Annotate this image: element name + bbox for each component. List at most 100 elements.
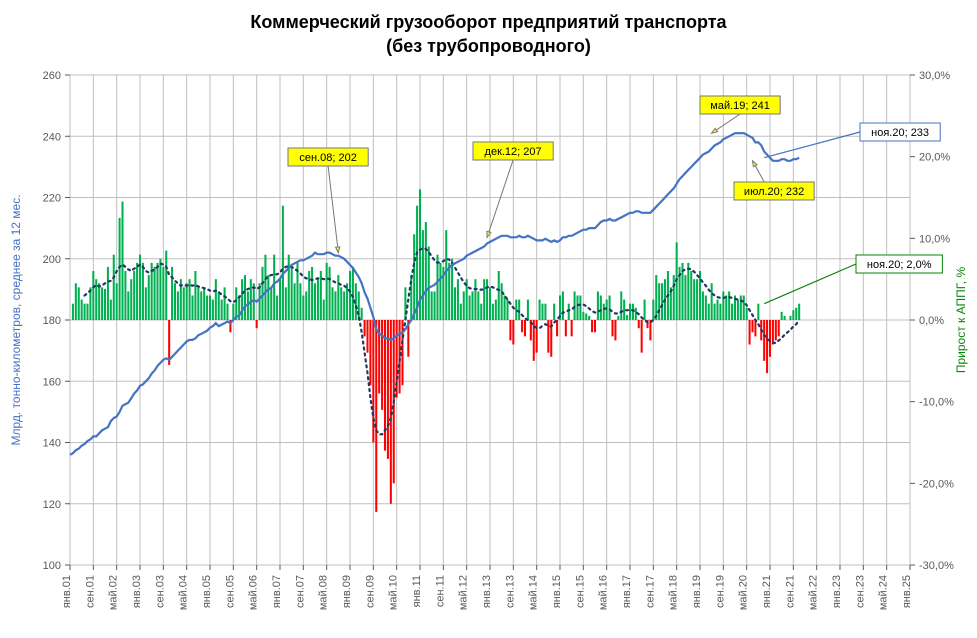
bar <box>711 283 713 320</box>
bar <box>294 283 296 320</box>
y-right-tick: 20,0% <box>919 152 950 164</box>
bar <box>305 291 307 320</box>
bar <box>582 312 584 320</box>
bar <box>553 304 555 320</box>
bar <box>504 296 506 321</box>
callout-text: ноя.20; 233 <box>871 127 929 139</box>
bar <box>136 263 138 320</box>
bar <box>159 259 161 320</box>
bar <box>457 279 459 320</box>
bar <box>221 300 223 320</box>
bar <box>326 263 328 320</box>
bar <box>620 291 622 320</box>
bar <box>329 267 331 320</box>
bar <box>361 308 363 320</box>
bar <box>641 320 643 353</box>
x-tick-label: янв.03 <box>131 575 143 608</box>
x-tick-label: май.06 <box>248 575 260 610</box>
bar <box>352 267 354 320</box>
bar <box>778 320 780 336</box>
bar <box>431 291 433 320</box>
bar <box>477 291 479 320</box>
bar <box>486 279 488 320</box>
bar <box>509 320 511 340</box>
bar <box>772 320 774 345</box>
bar <box>693 279 695 320</box>
callout-text: дек.12; 207 <box>485 146 542 158</box>
y-left-label: Млрд. тонно-километров, среднее за 12 ме… <box>9 194 23 445</box>
bar <box>798 304 800 320</box>
title-line-2: (без трубопроводного) <box>386 36 591 56</box>
bar <box>463 291 465 320</box>
bar <box>489 287 491 320</box>
bar <box>474 279 476 320</box>
bar <box>366 320 368 353</box>
bar <box>754 320 756 336</box>
bar <box>165 251 167 320</box>
y-right-tick: -20,0% <box>919 478 954 490</box>
bar <box>460 304 462 320</box>
bar <box>725 296 727 321</box>
bar <box>539 300 541 320</box>
bar <box>226 304 228 320</box>
bar <box>124 271 126 320</box>
bar <box>235 287 237 320</box>
x-tick-label: май.08 <box>318 575 330 610</box>
y-right-tick: 10,0% <box>919 233 950 245</box>
bar <box>133 271 135 320</box>
bar <box>209 296 211 321</box>
bar <box>588 316 590 320</box>
bar <box>795 308 797 320</box>
bar <box>428 247 430 321</box>
y-left-tick: 200 <box>43 254 61 266</box>
bar <box>448 263 450 320</box>
bar <box>716 300 718 320</box>
bar <box>84 304 86 320</box>
bar <box>142 263 144 320</box>
bar <box>611 320 613 336</box>
bar <box>232 304 234 320</box>
bar <box>148 275 150 320</box>
bar <box>576 296 578 321</box>
bar <box>299 283 301 320</box>
bar <box>614 320 616 340</box>
bar <box>629 304 631 320</box>
bar <box>501 283 503 320</box>
x-tick-label: сен.21 <box>784 575 796 608</box>
bar <box>381 320 383 410</box>
x-tick-label: май.10 <box>388 575 400 610</box>
x-tick-label: сен.01 <box>84 575 96 608</box>
x-tick-label: сен.19 <box>714 575 726 608</box>
x-tick-label: май.02 <box>108 575 120 610</box>
bar <box>585 313 587 320</box>
y-right-label: Прирост к АППГ, % <box>954 267 968 374</box>
bar <box>606 300 608 320</box>
bar <box>81 300 83 320</box>
bar <box>101 287 103 320</box>
x-tick-label: май.04 <box>178 575 190 610</box>
bar <box>757 304 759 320</box>
bar <box>597 291 599 320</box>
bar <box>609 296 611 321</box>
bar <box>331 287 333 320</box>
bar <box>343 291 345 320</box>
x-tick-label: янв.01 <box>61 575 73 608</box>
bar <box>775 320 777 340</box>
bar <box>690 271 692 320</box>
bar <box>78 287 80 320</box>
bar <box>203 287 205 320</box>
x-tick-label: сен.13 <box>504 575 516 608</box>
bar <box>789 316 791 320</box>
bar <box>763 320 765 361</box>
x-tick-label: янв.07 <box>271 575 283 608</box>
bars-series <box>72 189 800 512</box>
bar <box>264 255 266 320</box>
callout-text: сен.08; 202 <box>299 152 356 164</box>
x-tick-label: сен.05 <box>224 575 236 608</box>
bar <box>189 279 191 320</box>
bar <box>130 279 132 320</box>
title-line-1: Коммерческий грузооборот предприятий тра… <box>250 12 727 32</box>
bar <box>279 279 281 320</box>
bar <box>375 320 377 512</box>
x-axis: янв.01сен.01май.02янв.03сен.03май.04янв.… <box>61 565 913 610</box>
